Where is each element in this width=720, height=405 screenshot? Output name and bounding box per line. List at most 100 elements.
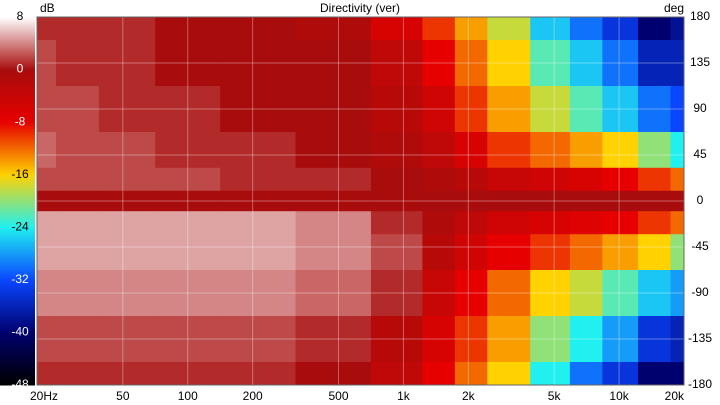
heat-cell [37,190,57,212]
heat-cell [602,270,639,317]
heat-cell [670,362,685,386]
heat-cell [98,167,156,192]
heat-cell [55,86,100,133]
heat-cell [422,190,456,212]
heat-cell [670,167,685,192]
heat-cell [55,167,100,192]
heat-cell [422,17,456,41]
heat-cell [155,211,221,235]
colorbar-segment [0,69,35,123]
heat-cell [422,234,456,271]
heat-cell [670,86,685,133]
heat-cell [155,270,221,317]
heat-cell [295,234,372,271]
heat-cell [98,316,156,363]
colorbar-segment [0,174,35,228]
heat-cell [530,40,571,87]
heat-cell [569,234,603,271]
heat-cell [295,270,372,317]
heat-cell [670,190,685,212]
heat-cell [638,167,672,192]
x-tick-label: 5k [548,389,562,403]
heat-cell [454,234,488,271]
heat-cell [155,362,221,386]
heat-cell [295,190,372,212]
heat-cell [55,190,100,212]
heat-cell [602,132,639,169]
x-tick-label: 10k [609,389,629,403]
heat-cell [530,270,571,317]
heat-cell [487,40,531,87]
heat-cell [295,316,372,363]
heat-cell [530,234,571,271]
heat-cell [295,211,372,235]
heat-cell [569,316,603,363]
heat-cell [638,40,672,87]
colorbar-tick-label: 8 [17,9,24,23]
heat-cell [295,86,372,133]
heat-cell [370,132,423,169]
heat-cell [295,167,372,192]
heat-cell [530,190,571,212]
heat-cell [370,86,423,133]
heat-cell [98,86,156,133]
heat-cell [670,211,685,235]
heat-cell [638,270,672,317]
heat-cell [569,132,603,169]
heat-cell [370,211,423,235]
colorbar-segment [0,227,35,281]
heat-cell [37,362,57,386]
heat-cell [155,190,221,212]
heat-cell [487,17,531,41]
heat-cell [670,234,685,271]
colorbar-segment [0,17,35,71]
heat-cell [638,86,672,133]
x-tick-label: 20k [665,389,685,403]
heat-cell [37,316,57,363]
heat-cell [370,40,423,87]
heat-cell [422,270,456,317]
heat-cell [569,270,603,317]
heat-cell [422,211,456,235]
heat-cell [155,17,221,41]
heat-cell [98,270,156,317]
heat-cell [55,316,100,363]
heat-cell [487,211,531,235]
heat-cell [422,86,456,133]
heat-cell [98,211,156,235]
heat-cell [370,362,423,386]
heat-cell [454,17,488,41]
heat-cell [55,362,100,386]
heat-cell [569,40,603,87]
heat-cell [98,362,156,386]
heat-cell [454,132,488,169]
heat-cell [670,132,685,169]
heat-cell [602,86,639,133]
heat-cell [37,132,57,169]
heat-cell [454,362,488,386]
heat-cell [487,167,531,192]
colorbar-tick-label: -8 [15,114,26,128]
heat-cell [530,167,571,192]
heat-cell [370,17,423,41]
heat-cell [569,86,603,133]
colorbar-segment [0,279,35,333]
heat-cell [37,270,57,317]
heat-cell [98,190,156,212]
heat-cell [487,190,531,212]
heat-cell [422,40,456,87]
heat-cell [487,234,531,271]
heat-cell [602,40,639,87]
heat-cell [98,17,156,41]
heat-cell [155,167,221,192]
y-tick-label: 45 [693,147,707,161]
heat-cell [220,270,297,317]
x-tick-label: 200 [243,389,263,403]
heat-cell [602,316,639,363]
heat-cell [454,167,488,192]
y-tick-label: -90 [691,285,709,299]
heat-cell [98,40,156,87]
heat-cell [370,167,423,192]
heat-cell [422,167,456,192]
